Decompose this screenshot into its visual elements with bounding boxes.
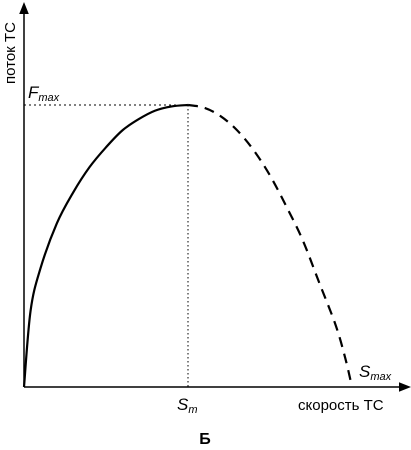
fmax-label: Fmax <box>28 83 60 104</box>
y-axis-label: поток ТС <box>2 22 19 84</box>
figure-caption: Б <box>199 431 211 448</box>
x-axis-label: скорость ТС <box>298 397 384 414</box>
smax-label: Smax <box>359 362 392 383</box>
sm-label: Sm <box>177 395 198 416</box>
series-dashed-curve <box>187 103 354 388</box>
series-solid-curve <box>22 103 189 388</box>
